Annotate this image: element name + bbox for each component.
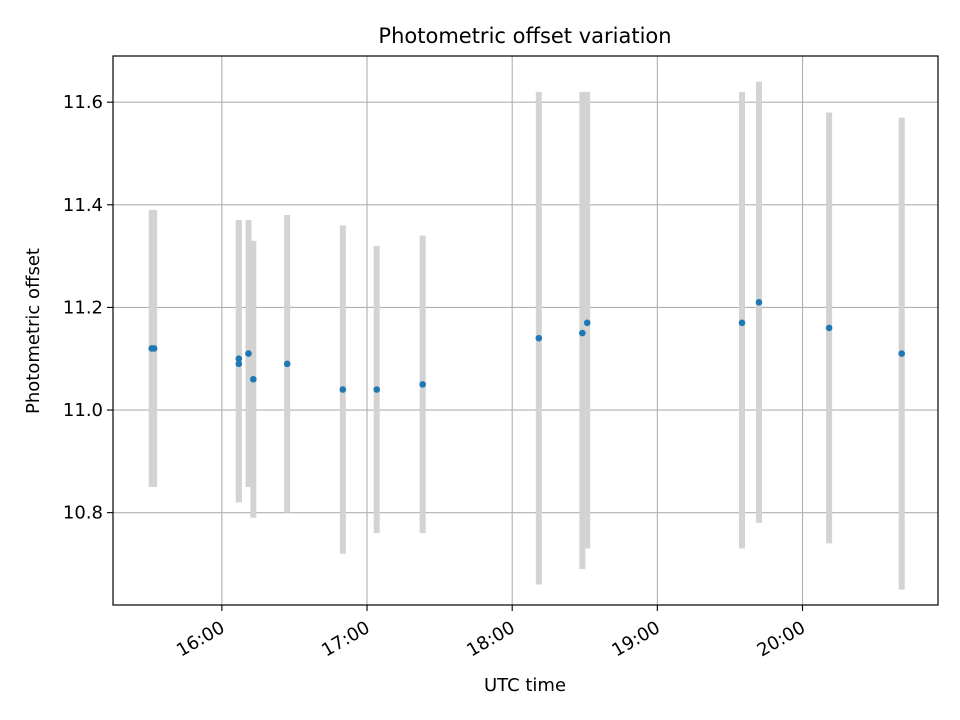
data-point [235, 360, 243, 368]
x-axis-label: UTC time [484, 675, 566, 696]
chart-title: Photometric offset variation [378, 24, 671, 48]
x-axis-ticks: 16:00 17:00 18:00 19:00 20:00 [173, 605, 809, 661]
data-point [825, 324, 833, 332]
y-axis-label: Photometric offset [23, 248, 44, 414]
x-tick-label: 18:00 [463, 617, 518, 661]
data-point [245, 350, 252, 357]
data-point [150, 345, 158, 352]
error-bars [148, 81, 905, 590]
data-points [148, 298, 906, 393]
data-point [535, 334, 543, 342]
data-point [898, 350, 906, 357]
data-point [373, 386, 381, 393]
data-point [419, 381, 426, 388]
data-point [738, 319, 746, 327]
y-tick-label: 10.8 [63, 503, 103, 524]
y-tick-label: 11.2 [63, 297, 103, 318]
data-point [250, 375, 257, 383]
x-tick-label: 16:00 [173, 617, 228, 661]
plot-frame [112, 55, 939, 606]
data-point [583, 319, 591, 327]
x-tick-label: 19:00 [608, 617, 663, 661]
data-point [339, 386, 347, 393]
data-point [755, 298, 763, 306]
y-tick-label: 11.6 [63, 92, 103, 113]
x-tick-label: 17:00 [318, 617, 373, 661]
y-tick-label: 11.0 [63, 400, 103, 421]
data-point [283, 360, 291, 368]
y-tick-label: 11.4 [63, 195, 103, 216]
y-axis-ticks: 10.8 11.0 11.2 11.4 11.6 [63, 92, 113, 524]
x-tick-label: 20:00 [754, 617, 809, 661]
data-point [579, 329, 586, 337]
data-point [235, 355, 243, 363]
